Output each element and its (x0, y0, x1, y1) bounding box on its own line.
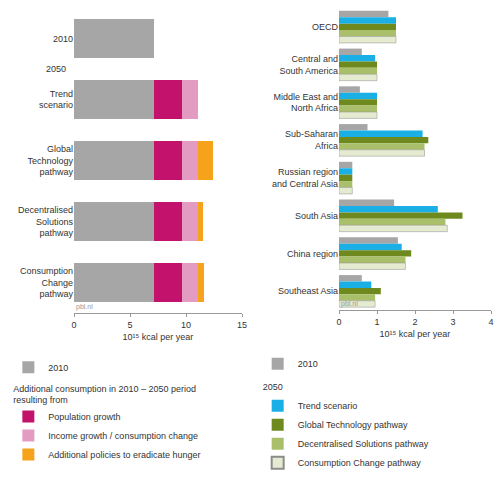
svg-text:ConsumptionChangepathway: ConsumptionChangepathway (20, 266, 74, 299)
svg-text:5: 5 (127, 320, 132, 330)
svg-text:2: 2 (412, 317, 417, 327)
svg-text:1: 1 (374, 317, 379, 327)
svg-text:15: 15 (237, 320, 247, 330)
svg-text:OECD: OECD (312, 22, 339, 32)
svg-text:10¹⁵ kcal per year: 10¹⁵ kcal per year (123, 332, 194, 342)
svg-text:DecentralisedSolutionspathway: DecentralisedSolutionspathway (18, 205, 74, 238)
svg-text:Trendscenario: Trendscenario (39, 89, 73, 111)
svg-text:Consumption Change pathway: Consumption Change pathway (298, 458, 422, 468)
svg-text:Decentralised Solutions pathwa: Decentralised Solutions pathway (298, 439, 429, 449)
svg-text:GlobalTechnologypathway: GlobalTechnologypathway (27, 144, 73, 177)
svg-text:Southeast Asia: Southeast Asia (278, 286, 338, 296)
svg-text:2050: 2050 (263, 382, 283, 392)
svg-text:pbl.nl: pbl.nl (76, 303, 93, 311)
svg-text:China region: China region (287, 249, 338, 259)
svg-text:South Asia: South Asia (295, 211, 338, 221)
svg-text:Population growth: Population growth (48, 412, 120, 422)
svg-text:Middle East andNorth Africa: Middle East andNorth Africa (273, 92, 338, 114)
svg-text:2010: 2010 (48, 363, 68, 373)
svg-text:Russian regionand Central Asia: Russian regionand Central Asia (272, 167, 338, 189)
svg-text:0: 0 (71, 320, 76, 330)
svg-text:Additional policies to eradica: Additional policies to eradicate hunger (48, 450, 200, 460)
svg-text:2010: 2010 (53, 34, 73, 44)
svg-text:Central andSouth America: Central andSouth America (279, 54, 338, 76)
svg-text:pbl.nl: pbl.nl (341, 300, 358, 308)
svg-text:Trend scenario: Trend scenario (298, 401, 358, 411)
svg-text:4: 4 (488, 317, 493, 327)
svg-text:Sub-SaharanAfrica: Sub-SaharanAfrica (285, 129, 338, 151)
svg-text:2050: 2050 (46, 64, 66, 74)
svg-text:3: 3 (450, 317, 455, 327)
svg-text:Additional consumption in 2010: Additional consumption in 2010 – 2050 pe… (13, 384, 196, 406)
svg-text:0: 0 (336, 317, 341, 327)
svg-text:10¹⁵ kcal per year: 10¹⁵ kcal per year (380, 329, 451, 339)
svg-text:Income growth / consumption ch: Income growth / consumption change (48, 431, 198, 441)
svg-text:Global Technology pathway: Global Technology pathway (298, 420, 408, 430)
svg-text:2010: 2010 (298, 359, 318, 369)
svg-text:10: 10 (181, 320, 191, 330)
